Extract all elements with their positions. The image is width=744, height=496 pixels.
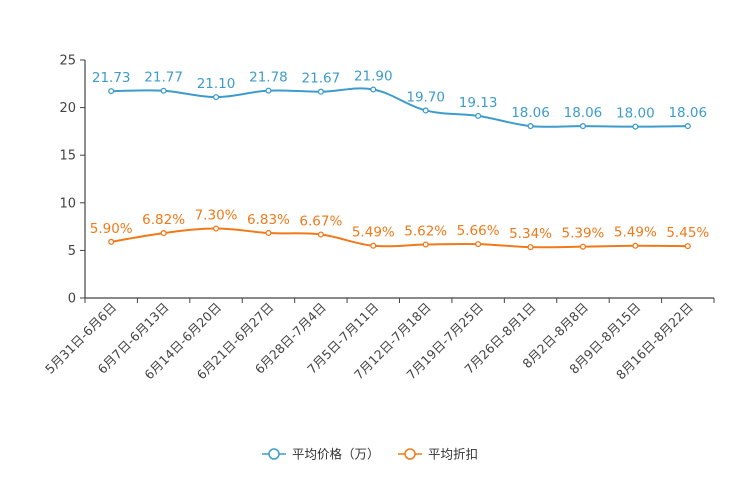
data-point [684,243,691,250]
y-tick-label: 0 [68,292,76,307]
data-label: 21.77 [144,70,183,86]
data-point [370,86,377,93]
data-point [422,241,429,248]
legend-item-avg-price[interactable]: 平均价格（万） [262,447,380,462]
data-label: 18.00 [616,106,655,122]
data-label: 5.49% [352,225,395,241]
data-label: 19.13 [459,95,498,111]
data-point [370,242,377,249]
data-label: 5.62% [404,223,447,239]
data-point [527,123,534,130]
data-point [108,88,115,95]
legend-label: 平均折扣 [428,447,478,462]
legend-label: 平均价格（万） [292,447,380,462]
y-tick-label: 15 [59,149,76,164]
data-point [160,230,167,237]
series-line [111,227,688,249]
series-avg-price: 21.73 21.77 21.10 21.78 21.67 21.90 19.70 19.13… [92,69,707,130]
data-label: 5.45% [666,225,709,241]
data-label: 5.49% [614,225,657,241]
series-avg-discount: 5.90% 6.82% 7.30% 6.83% 6.67% 5.49% 5.62% 5.66%… [90,208,709,251]
data-point [632,123,639,130]
data-point [475,241,482,248]
data-label: 21.73 [92,70,131,86]
data-point [422,107,429,114]
data-label: 6.82% [142,212,185,228]
data-label: 18.06 [564,105,603,121]
data-label: 7.30% [195,208,238,224]
legend-item-avg-discount[interactable]: 平均折扣 [398,447,478,462]
y-tick-label: 10 [59,196,76,211]
data-label: 5.66% [457,223,500,239]
legend-marker-icon [268,448,280,460]
data-label: 21.10 [197,76,236,92]
data-point [684,123,691,130]
data-point [108,238,115,245]
data-point [317,231,324,238]
data-point [265,87,272,94]
data-label: 21.90 [354,69,393,85]
series-line [111,87,688,128]
data-point [212,94,220,101]
data-point [579,123,587,130]
data-point [475,112,482,119]
data-point [527,244,534,251]
y-tick-label: 20 [59,101,76,116]
data-point [265,229,272,237]
data-label: 18.06 [668,105,707,121]
data-label: 5.90% [90,221,133,237]
data-point [212,225,220,232]
data-point [579,243,587,250]
data-point [160,87,167,94]
data-label: 18.06 [511,105,550,121]
data-label: 19.70 [406,89,445,105]
series-layer: 21.73 21.77 21.10 21.78 21.67 21.90 19.70 19.13… [90,69,709,251]
data-point [632,242,639,249]
y-tick-label: 25 [59,54,76,69]
data-label: 21.67 [302,71,341,87]
data-label: 5.34% [509,226,552,242]
y-tick-label: 5 [68,244,76,259]
data-label: 5.39% [562,226,605,242]
data-label: 6.83% [247,212,290,228]
data-point [317,88,324,95]
data-label: 6.67% [299,214,342,230]
legend-marker-icon [404,448,416,460]
legend[interactable]: 平均价格（万） 平均折扣 [262,447,478,462]
data-label: 21.78 [249,70,288,86]
